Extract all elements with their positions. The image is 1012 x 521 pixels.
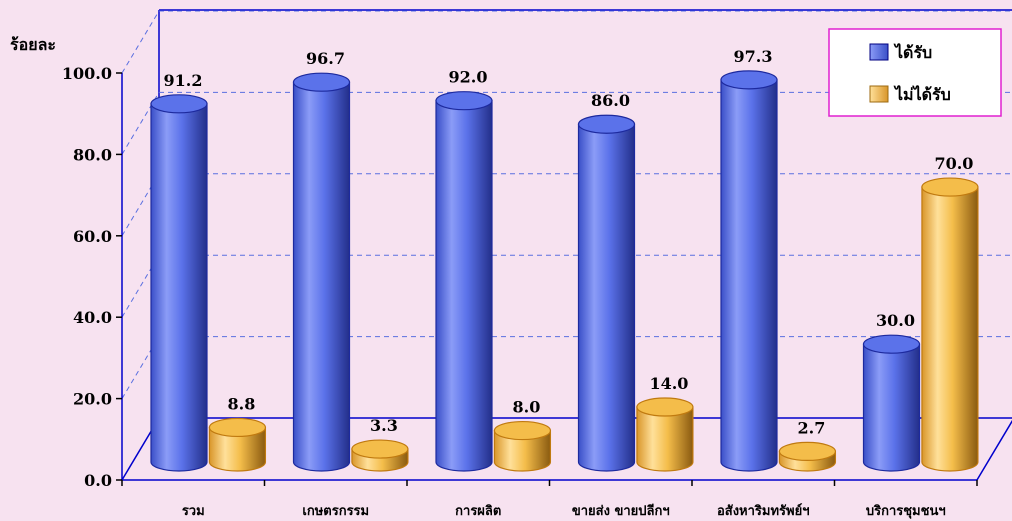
x-tick-label: บริการชุมชนฯ [866, 504, 946, 519]
bar-0-1: 96.7 [292, 49, 351, 472]
bar-1-5: 70.0 [921, 154, 979, 472]
data-label: 86.0 [591, 91, 630, 110]
bar-top [292, 72, 351, 92]
bar-body [862, 343, 921, 472]
data-label: 30.0 [876, 311, 915, 330]
bar-0-3: 86.0 [577, 91, 636, 472]
data-label: 97.3 [734, 47, 773, 66]
grid-depth-line [121, 173, 160, 237]
data-label: 14.0 [649, 374, 688, 393]
bar-top [150, 94, 208, 114]
bar-body [921, 186, 979, 472]
y-tick-label: 20.0 [73, 390, 112, 409]
data-label: 8.8 [228, 394, 256, 413]
bar-top [921, 177, 979, 197]
data-label: 70.0 [934, 154, 973, 173]
x-tick-label: เกษตรกรรม [302, 504, 369, 519]
bar-top [351, 439, 409, 459]
bar-1-1: 3.3 [351, 416, 409, 472]
bar-1-3: 14.0 [636, 374, 694, 472]
y-tick-label: 40.0 [73, 308, 112, 327]
bar-top [435, 91, 493, 111]
bar-1-4: 2.7 [778, 418, 837, 472]
y-axis-label: ร้อยละ [10, 35, 56, 54]
bar-body [435, 100, 493, 472]
legend-label-received: ได้รับ [893, 43, 932, 62]
y-axis: 0.0 20.0 40.0 60.0 80.0 100.0 [62, 64, 123, 490]
bar-top [208, 417, 267, 438]
bar-body [493, 429, 552, 472]
x-tick-label: การผลิต [455, 504, 501, 519]
bar-1-2: 8.0 [493, 398, 552, 472]
legend: ได้รับ ไม่ได้รับ [828, 28, 1002, 117]
bar-top [720, 70, 778, 90]
data-label: 92.0 [449, 68, 488, 87]
bar-top [778, 441, 837, 461]
frame-edge [976, 419, 1012, 481]
data-label: 8.0 [513, 398, 541, 417]
legend-box [828, 28, 1002, 117]
bar-body [720, 79, 778, 472]
grid-depth-line [121, 254, 160, 318]
bar-1-0: 8.8 [208, 394, 267, 472]
legend-swatch-not-received [869, 85, 889, 103]
data-label: 91.2 [164, 71, 203, 90]
x-axis-labels: รวม เกษตรกรรม การผลิต ขายส่ง ขายปลีกฯ อสังหา… [121, 480, 978, 519]
y-tick-label: 0.0 [84, 471, 112, 490]
bar-top [636, 397, 694, 417]
bar-body [150, 103, 208, 472]
bars: 91.2 96.7 92.0 86.0 97.3 30.0 8.8 3.3 8.0 14.0 2.7… [150, 47, 979, 472]
bar-0-5: 30.0 [862, 311, 921, 472]
bar-body [208, 426, 267, 472]
grid-depth-line [121, 336, 160, 399]
y-tick-label: 60.0 [73, 227, 112, 246]
legend-label-not-received: ไม่ได้รับ [893, 85, 951, 104]
y-tick-label: 80.0 [73, 145, 112, 164]
x-tick-label: อสังหาริมทรัพย์ฯ [717, 503, 810, 519]
grid-depth-line [121, 10, 160, 74]
legend-swatch-received [869, 43, 889, 61]
x-tick-label: ขายส่ง ขายปลีกฯ [572, 503, 670, 519]
bar-top [577, 114, 636, 134]
data-label: 3.3 [370, 416, 398, 435]
data-label: 2.7 [798, 418, 826, 437]
bar-top [862, 334, 921, 354]
bar-body [636, 406, 694, 472]
data-label: 96.7 [306, 49, 345, 68]
bar-top [493, 420, 552, 441]
bar-body [292, 81, 351, 472]
bar-0-4: 97.3 [720, 47, 778, 472]
bar-body [577, 123, 636, 472]
bar-0-0: 91.2 [150, 71, 208, 472]
grid-depth-line [121, 92, 160, 155]
x-tick-label: รวม [182, 504, 205, 519]
y-tick-label: 100.0 [62, 64, 112, 83]
bar-0-2: 92.0 [435, 68, 493, 472]
